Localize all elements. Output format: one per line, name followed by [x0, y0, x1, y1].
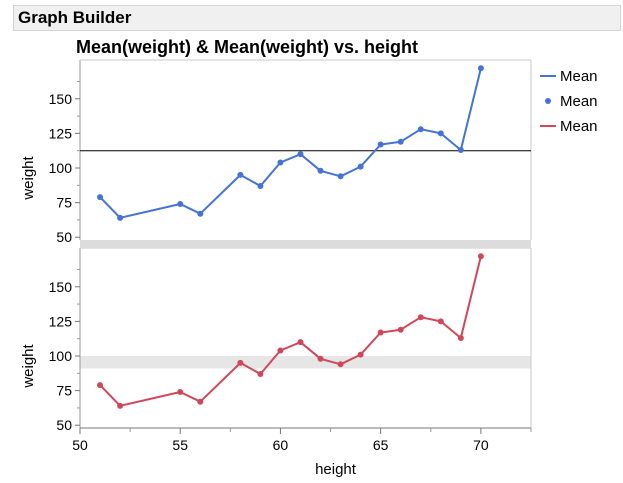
data-point — [237, 359, 244, 366]
reference-band — [80, 356, 531, 369]
legend[interactable]: Mean Mean Mean — [540, 68, 598, 135]
x-tick-label: 50 — [72, 437, 88, 453]
y-axis-label: weight — [20, 155, 37, 200]
data-point — [117, 402, 124, 409]
data-point — [177, 201, 184, 207]
data-point — [457, 147, 464, 153]
data-point — [417, 314, 424, 321]
legend-item[interactable]: Mean — [545, 93, 598, 110]
data-point — [377, 141, 384, 148]
bottom-panel: 50 75 100 125 150 — [49, 247, 532, 433]
y-tick-label: 50 — [56, 417, 72, 433]
data-point — [257, 183, 264, 189]
data-point — [417, 126, 424, 133]
window-title: Graph Builder — [18, 8, 132, 27]
data-point — [197, 398, 204, 405]
y-tick-label: 100 — [49, 348, 73, 364]
data-point — [337, 361, 344, 368]
data-point — [397, 138, 404, 145]
x-tick-label: 70 — [473, 437, 489, 453]
y-tick-label: 75 — [56, 195, 72, 211]
x-axis: 50 55 60 65 70 height — [72, 427, 532, 478]
data-point — [477, 65, 484, 72]
legend-label: Mean — [560, 93, 598, 110]
data-point — [357, 351, 364, 358]
data-point — [197, 210, 204, 217]
data-point — [397, 326, 404, 333]
chart-title: Mean(weight) & Mean(weight) vs. height — [76, 37, 419, 57]
data-point — [337, 173, 344, 180]
y-tick-label: 150 — [49, 279, 73, 295]
data-point — [97, 382, 104, 389]
x-tick-label: 60 — [273, 437, 289, 453]
data-point — [257, 371, 264, 377]
legend-item[interactable]: Mean — [540, 68, 598, 85]
x-tick-label: 65 — [373, 437, 389, 453]
data-point — [177, 389, 184, 395]
data-point — [297, 339, 304, 346]
y-tick-label: 125 — [49, 313, 73, 329]
data-point — [437, 130, 444, 137]
data-point — [357, 163, 364, 170]
legend-label: Mean — [560, 118, 598, 135]
series-line — [99, 68, 482, 219]
data-point — [237, 171, 244, 178]
y-tick-label: 50 — [56, 229, 72, 245]
data-point — [377, 329, 384, 336]
y-tick-label: 75 — [56, 383, 72, 399]
data-point — [297, 151, 304, 158]
legend-label: Mean — [560, 68, 598, 85]
data-point — [477, 253, 484, 260]
data-point — [317, 355, 324, 362]
y-tick-label: 125 — [49, 125, 73, 141]
y-axis-label: weight — [20, 343, 37, 388]
data-point — [437, 318, 444, 325]
y-tick-label: 100 — [49, 160, 73, 176]
x-axis-label: height — [315, 461, 357, 478]
data-point — [277, 347, 284, 354]
x-tick-label: 55 — [172, 437, 188, 453]
y-tick-label: 150 — [49, 91, 73, 107]
series-line — [99, 256, 482, 407]
y-axis-labels: weight weight — [20, 155, 37, 388]
data-point — [117, 214, 124, 221]
legend-dot-marker — [545, 98, 551, 104]
legend-item[interactable]: Mean — [540, 118, 598, 135]
data-point — [457, 335, 464, 341]
data-point — [277, 159, 284, 166]
data-point — [317, 167, 324, 174]
data-point — [97, 194, 104, 201]
panel-separator — [80, 240, 531, 248]
window-header: Graph Builder — [13, 5, 621, 31]
top-panel: 50 75 100 125 150 — [49, 59, 532, 245]
